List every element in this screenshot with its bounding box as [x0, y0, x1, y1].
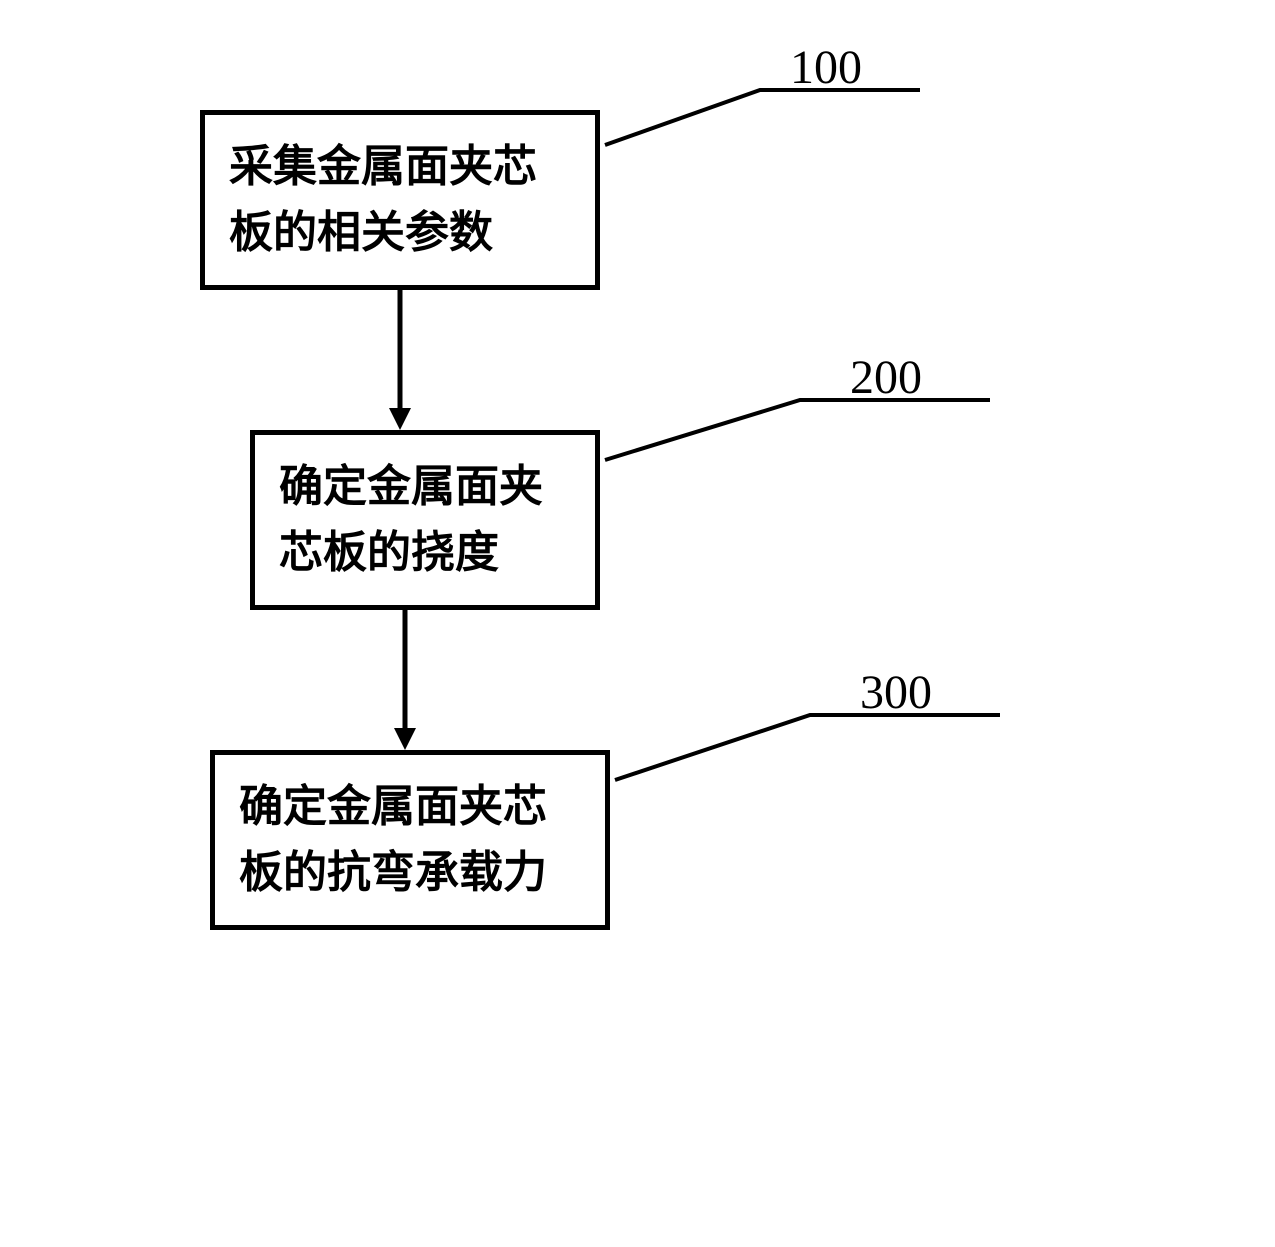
leader-line-3 — [200, 630, 1100, 930]
leader-line-2 — [200, 310, 1100, 610]
leader-line-1 — [200, 10, 1100, 310]
